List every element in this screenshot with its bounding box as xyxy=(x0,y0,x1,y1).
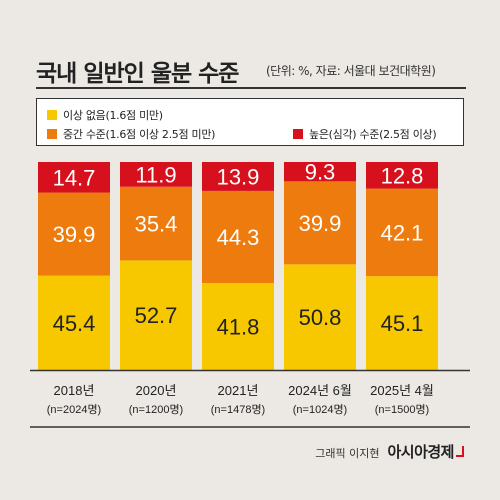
bar-severe-3 xyxy=(284,162,356,182)
bar-moderate-1 xyxy=(120,186,192,261)
legend-swatch-normal xyxy=(47,110,57,120)
category-label-1: 2020년 xyxy=(136,383,177,398)
sample-size-label-3: (n=1024명) xyxy=(293,403,347,416)
legend-label-normal: 이상 없음(1.6점 미만) xyxy=(63,109,163,122)
data-label-severe-4: 12.8 xyxy=(381,163,424,188)
bar-normal-1 xyxy=(120,260,192,370)
brand-mark-icon xyxy=(456,446,464,457)
chart-subtitle: (단위: %, 자료: 서울대 보건대학원) xyxy=(266,64,436,78)
graphic-credit: 그래픽 이지현 xyxy=(315,447,380,460)
bar-moderate-4 xyxy=(366,188,438,277)
bar-moderate-0 xyxy=(38,192,110,276)
bar-normal-3 xyxy=(284,264,356,370)
bar-normal-2 xyxy=(202,283,274,370)
data-label-severe-0: 14.7 xyxy=(53,165,96,190)
data-label-severe-1: 11.9 xyxy=(135,162,176,187)
data-label-severe-3: 9.3 xyxy=(305,160,336,185)
data-label-moderate-0: 39.9 xyxy=(53,222,96,247)
bar-severe-4 xyxy=(366,162,438,189)
data-label-normal-1: 52.7 xyxy=(135,303,178,328)
credit: 그래픽 이지현 아시아경제 xyxy=(315,441,464,462)
chart-title: 국내 일반인 울분 수준 xyxy=(36,61,239,87)
sample-size-label-2: (n=1478명) xyxy=(211,403,265,416)
bar-moderate-3 xyxy=(284,181,356,265)
title-divider xyxy=(36,87,466,89)
data-label-moderate-3: 39.9 xyxy=(299,211,342,236)
bar-normal-4 xyxy=(366,276,438,370)
bar-severe-2 xyxy=(202,162,274,191)
legend-label-moderate: 중간 수준(1.6점 이상 2.5점 미만) xyxy=(63,128,216,141)
category-label-0: 2018년 xyxy=(54,383,95,398)
data-label-moderate-4: 42.1 xyxy=(381,220,424,245)
data-label-normal-2: 41.8 xyxy=(217,315,260,340)
category-label-4: 2025년 4월 xyxy=(370,383,434,398)
legend-swatch-severe xyxy=(293,129,303,139)
legend-item-normal: 이상 없음(1.6점 미만) xyxy=(47,107,163,123)
bar-moderate-2 xyxy=(202,190,274,284)
legend-item-severe: 높은(심각) 수준(2.5점 이상) xyxy=(293,126,437,142)
bar-severe-1 xyxy=(120,162,192,187)
legend-swatch-moderate xyxy=(47,129,57,139)
data-label-moderate-1: 35.4 xyxy=(135,212,178,237)
sample-size-label-4: (n=1500명) xyxy=(375,403,429,416)
publisher-logo: 아시아경제 xyxy=(387,443,454,461)
sample-size-label-0: (n=2024명) xyxy=(47,403,101,416)
data-label-normal-4: 45.1 xyxy=(381,311,424,336)
legend: 이상 없음(1.6점 미만) 중간 수준(1.6점 이상 2.5점 미만) 높은… xyxy=(36,98,464,146)
category-label-2: 2021년 xyxy=(218,383,259,398)
bar-normal-0 xyxy=(38,275,110,370)
legend-label-severe: 높은(심각) 수준(2.5점 이상) xyxy=(309,128,437,141)
data-label-severe-2: 13.9 xyxy=(217,164,260,189)
category-label-3: 2024년 6월 xyxy=(288,383,352,398)
data-label-normal-3: 50.8 xyxy=(299,305,342,330)
data-label-moderate-2: 44.3 xyxy=(217,225,260,250)
bar-severe-0 xyxy=(38,162,110,193)
sample-size-label-1: (n=1200명) xyxy=(129,403,183,416)
data-label-normal-0: 45.4 xyxy=(53,311,96,336)
legend-item-moderate: 중간 수준(1.6점 이상 2.5점 미만) xyxy=(47,126,215,142)
